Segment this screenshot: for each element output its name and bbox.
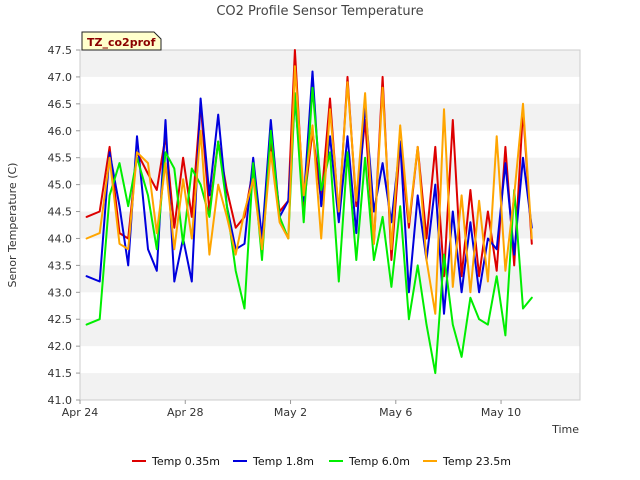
legend-label: Temp 1.8m [252, 455, 314, 468]
y-tick-label: 45.5 [48, 152, 73, 165]
y-tick-label: 41.5 [48, 367, 73, 380]
site-tag-label: TZ_co2prof [87, 36, 156, 49]
x-tick-label: May 6 [379, 406, 412, 419]
legend-label: Temp 23.5m [442, 455, 511, 468]
site-tag-box [81, 31, 162, 51]
y-tick-label: 43.0 [48, 286, 73, 299]
y-tick-label: 43.5 [48, 259, 73, 272]
y-tick-label: 44.5 [48, 206, 73, 219]
y-tick-label: 46.5 [48, 98, 73, 111]
legend: Temp 0.35m Temp 1.8m Temp 6.0m Temp 23.5m [132, 455, 511, 468]
series-line-temp-1-8m [85, 70, 533, 315]
y-tick-label: 42.5 [48, 313, 73, 326]
y-axis-label: Senor Temperature (C) [6, 163, 19, 288]
y-tick-label: 41.0 [48, 394, 73, 407]
y-axis-ticks: 41.0 41.5 42.0 42.5 43.0 43.5 44.0 44.5 45.0 45.5… [48, 44, 80, 407]
legend-label: Temp 6.0m [348, 455, 410, 468]
chart-title: CO2 Profile Sensor Temperature [216, 4, 423, 19]
y-tick-label: 47.0 [48, 71, 73, 84]
grid-band [80, 373, 580, 400]
series-line-temp-6-0m [85, 86, 533, 375]
x-tick-label: May 2 [274, 406, 307, 419]
x-tick-label: Apr 28 [167, 406, 204, 419]
grid-band [80, 50, 580, 77]
series-line-temp-23-5m [85, 65, 533, 315]
y-tick-label: 44.0 [48, 232, 73, 245]
legend-label: Temp 0.35m [151, 455, 220, 468]
x-tick-label: May 10 [481, 406, 521, 419]
series-lines [85, 49, 533, 375]
site-tag: TZ_co2prof [81, 31, 162, 51]
x-axis-ticks: Apr 24 Apr 28 May 2 May 6 May 10 [62, 400, 521, 419]
plot-frame [79, 49, 581, 401]
grid-band [80, 319, 580, 347]
y-tick-label: 45.0 [48, 179, 73, 192]
x-axis-label: Time [551, 423, 579, 436]
grid-band [80, 211, 580, 239]
x-tick-label: Apr 24 [62, 406, 99, 419]
y-tick-label: 47.5 [48, 44, 73, 57]
y-tick-label: 46.0 [48, 125, 73, 138]
y-tick-label: 42.0 [48, 340, 73, 353]
